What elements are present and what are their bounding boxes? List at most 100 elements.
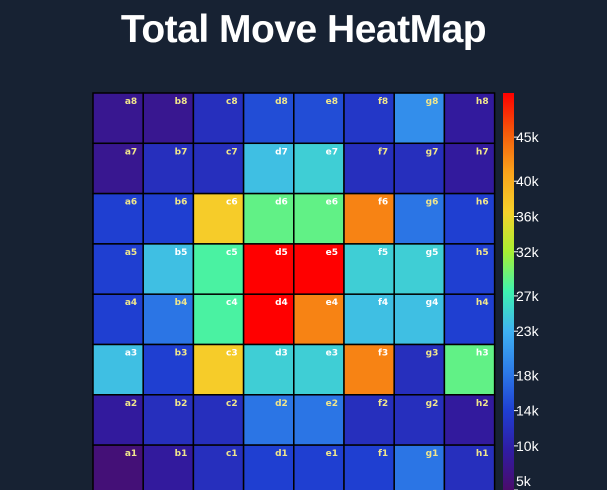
square-label: c3: [226, 349, 238, 359]
heatmap-cell-f2[interactable]: [343, 394, 395, 446]
heatmap-cell-e3[interactable]: [293, 343, 345, 396]
colorbar-tick-label: 10k: [516, 438, 540, 454]
square-label: a3: [125, 349, 137, 359]
square-label: b3: [175, 349, 188, 359]
square-label: a4: [125, 298, 137, 308]
square-label: c8: [226, 97, 238, 107]
heatmap-cell-h8[interactable]: [443, 92, 496, 145]
square-label: h6: [476, 198, 489, 208]
heatmap-cell-b7[interactable]: [142, 142, 195, 195]
heatmap-cell-c6[interactable]: [192, 192, 245, 245]
colorbar-tick-label: 14k: [516, 403, 540, 419]
square-label: h2: [476, 399, 489, 409]
heatmap-cell-a6[interactable]: [92, 192, 144, 245]
heatmap-cell-d2[interactable]: [242, 394, 295, 446]
colorbar-tick-label: 27k: [516, 288, 540, 304]
heatmap-cell-b5[interactable]: [142, 243, 195, 295]
heatmap-cell-g4[interactable]: [393, 293, 446, 346]
square-label: f6: [378, 198, 388, 208]
square-label: b7: [175, 147, 188, 157]
square-label: g4: [426, 298, 439, 308]
heatmap-cell-h7[interactable]: [443, 142, 496, 195]
square-label: e8: [326, 97, 338, 107]
square-label: a7: [125, 147, 137, 157]
heatmap-cell-a8[interactable]: [92, 92, 144, 145]
heatmap-cell-g6[interactable]: [393, 192, 446, 245]
square-label: g3: [426, 349, 439, 359]
heatmap-cell-h3[interactable]: [443, 343, 496, 396]
square-label: f1: [378, 449, 388, 459]
heatmap-cell-c3[interactable]: [192, 343, 245, 396]
square-label: f4: [378, 298, 388, 308]
heatmap-cell-a2[interactable]: [92, 394, 144, 446]
heatmap-cell-h1[interactable]: [443, 444, 496, 490]
heatmap-cell-h6[interactable]: [443, 192, 496, 245]
colorbar: 5k 10k 14k 18k 23k 27k 32k 36k 40k 45k: [503, 93, 540, 490]
heatmap-cell-a3[interactable]: [92, 343, 144, 396]
heatmap-cell-h4[interactable]: [443, 293, 496, 346]
square-label: b2: [175, 399, 188, 409]
square-label: h3: [476, 349, 489, 359]
square-label: g2: [426, 399, 439, 409]
square-label: e1: [326, 449, 338, 459]
square-label: b4: [175, 298, 188, 308]
square-label: f8: [378, 97, 388, 107]
square-label: d1: [275, 449, 288, 459]
heatmap-cell-f5[interactable]: [343, 243, 395, 295]
heatmap-cell-b6[interactable]: [142, 192, 195, 245]
heatmap-cell-a5[interactable]: [92, 243, 144, 295]
colorbar-tick-label: 36k: [516, 209, 540, 225]
square-label: c6: [226, 198, 238, 208]
square-label: f2: [378, 399, 388, 409]
heatmap-cell-g1[interactable]: [393, 444, 446, 490]
heatmap-cell-f7[interactable]: [343, 142, 395, 195]
heatmap-cell-h2[interactable]: [443, 394, 496, 446]
square-label: b1: [175, 449, 188, 459]
square-label: h1: [476, 449, 489, 459]
square-label: c7: [226, 147, 238, 157]
heatmap-cell-a1[interactable]: [92, 444, 144, 490]
square-label: d6: [275, 198, 288, 208]
heatmap-grid: a8 b8 c8 d8 e8 f8 g8 h8 a7 b7 c7 d7 e7 f7 g7 h7 a6 b6 c6 d6…: [92, 92, 496, 490]
square-label: h8: [476, 97, 489, 107]
heatmap-cell-d1[interactable]: [242, 444, 295, 490]
heatmap-cell-c1[interactable]: [192, 444, 245, 490]
heatmap-cell-d3[interactable]: [242, 343, 295, 396]
square-label: e6: [326, 198, 338, 208]
heatmap-cell-d7[interactable]: [242, 142, 295, 195]
heatmap-cell-e6[interactable]: [293, 192, 345, 245]
heatmap-cell-b2[interactable]: [142, 394, 195, 446]
square-label: g6: [426, 198, 439, 208]
square-label: e3: [326, 349, 338, 359]
heatmap-cell-e7[interactable]: [293, 142, 345, 195]
square-label: d2: [275, 399, 288, 409]
heatmap-cell-g7[interactable]: [393, 142, 446, 195]
square-label: h5: [476, 248, 489, 258]
square-label: c4: [226, 298, 238, 308]
square-label: a5: [125, 248, 137, 258]
colorbar-tick-label: 40k: [516, 173, 540, 189]
square-label: c1: [226, 449, 238, 459]
square-label: b6: [175, 198, 188, 208]
heatmap-cell-b8[interactable]: [142, 92, 195, 145]
heatmap-cell-c2[interactable]: [192, 394, 245, 446]
square-label: a2: [125, 399, 137, 409]
colorbar-tick-label: 45k: [516, 129, 540, 145]
square-label: f3: [378, 349, 388, 359]
colorbar-gradient: [503, 93, 514, 490]
heatmap-cell-g2[interactable]: [393, 394, 446, 446]
heatmap-cell-c8[interactable]: [192, 92, 245, 145]
square-label: e4: [326, 298, 338, 308]
square-label: h4: [476, 298, 489, 308]
colorbar-tick-label: 18k: [516, 367, 540, 383]
heatmap-cell-h5[interactable]: [443, 243, 496, 295]
square-label: b8: [175, 97, 188, 107]
heatmap-cell-f4[interactable]: [343, 293, 395, 346]
square-label: g1: [426, 449, 439, 459]
square-label: c5: [226, 248, 238, 258]
square-label: f5: [378, 248, 388, 258]
colorbar-tick-label: 32k: [516, 244, 540, 260]
heatmap-cell-a7[interactable]: [92, 142, 144, 195]
square-label: d4: [275, 298, 288, 308]
